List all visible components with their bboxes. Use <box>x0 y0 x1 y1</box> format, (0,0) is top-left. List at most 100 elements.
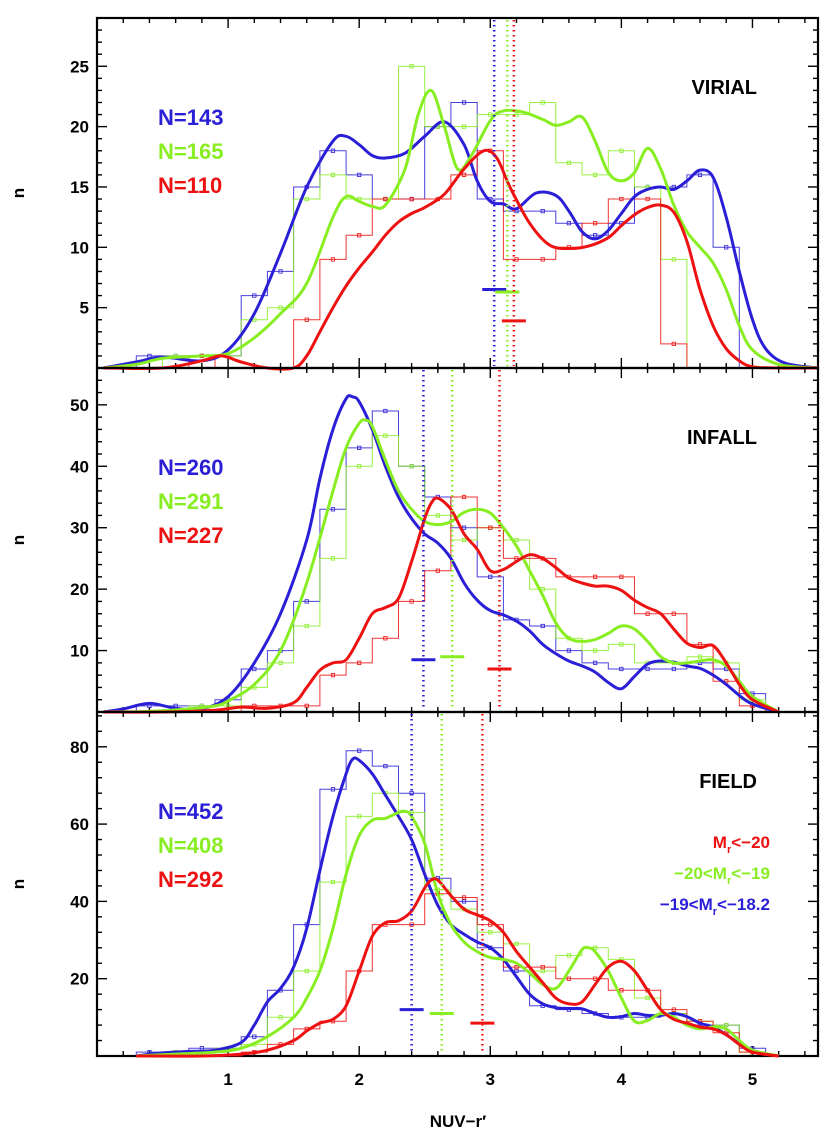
histogram-bin-marker <box>461 895 467 900</box>
histogram-bin-marker <box>252 666 257 672</box>
histogram-bin-marker <box>645 995 650 1001</box>
histogram-bin-marker <box>383 764 388 769</box>
histogram-bin-marker <box>593 574 598 579</box>
histogram-bin-marker <box>357 660 362 665</box>
histogram-bin-marker <box>278 305 283 310</box>
y-tick-label: 5 <box>80 299 89 318</box>
count-label-green: N=291 <box>158 489 223 514</box>
y-axis-label: n <box>9 879 28 889</box>
histogram-bin-marker <box>671 666 676 672</box>
y-axis-label: n <box>9 188 28 198</box>
histogram-bin-marker <box>330 556 336 561</box>
histogram-bin-marker <box>383 408 388 414</box>
histogram-bin-marker <box>330 507 336 512</box>
y-tick-label: 60 <box>70 815 89 834</box>
histogram-bin-marker <box>724 1022 729 1028</box>
histogram-bin-marker <box>383 433 388 438</box>
histogram-bin-marker <box>488 930 493 935</box>
y-tick-label: 20 <box>70 580 89 599</box>
histogram-bin-marker <box>566 160 572 165</box>
histogram-bin-marker <box>461 100 467 105</box>
x-axis-label: NUV−r′ <box>430 1112 487 1131</box>
histogram-bin-marker <box>357 445 362 450</box>
histogram-bin-marker <box>645 611 650 616</box>
histogram-bin-marker <box>566 648 572 653</box>
density-curve-green <box>103 88 819 370</box>
histogram-bin-marker <box>540 968 545 974</box>
histogram-bin-marker <box>619 642 624 647</box>
panels: 5 10 15 20 25 n N=143 N=165 N=110 VIRIAL 10 20 30 40 5… <box>9 16 820 1058</box>
histogram-bin-marker <box>330 148 336 153</box>
histogram-bin-marker <box>514 537 519 543</box>
histogram-bin-marker <box>540 623 545 629</box>
panel-title: FIELD <box>699 771 757 793</box>
histogram-bin-marker <box>645 196 650 202</box>
histogram-bin-marker <box>540 100 545 105</box>
histogram-bin-marker <box>514 112 519 117</box>
histogram-bin-marker <box>593 172 598 177</box>
histogram-bin-marker <box>540 965 545 970</box>
legend-entry-blue: −19<Mr<−18.2 <box>660 895 770 918</box>
histogram-bin-marker <box>304 196 309 202</box>
count-label-red: N=110 <box>158 173 222 198</box>
histogram-bin-marker <box>304 599 309 604</box>
density-curve-green <box>103 418 780 714</box>
histogram-bin-marker <box>593 233 598 238</box>
y-tick-label: 50 <box>70 396 89 415</box>
histogram-bin-marker <box>278 269 283 274</box>
y-tick-label: 20 <box>70 118 89 137</box>
histogram-bin-marker <box>252 1034 257 1039</box>
magnitude-legend: Mr<−20 −20<Mr<−19 −19<Mr<−18.2 <box>660 833 770 918</box>
histogram-bin-marker <box>593 976 598 981</box>
histogram-bin-marker <box>383 636 388 641</box>
histogram-bin-marker <box>540 209 545 214</box>
histogram-red <box>136 496 767 713</box>
y-tick-label: 80 <box>70 738 89 757</box>
density-curve-red <box>103 496 780 714</box>
histogram-bin-marker <box>461 537 467 543</box>
histogram-bin-marker <box>330 257 336 262</box>
histogram-bin-marker <box>645 666 650 672</box>
y-tick-label: 30 <box>70 519 89 538</box>
histogram-bin-marker <box>697 172 703 177</box>
histogram-bin-marker <box>461 899 467 904</box>
histogram-bin-marker <box>593 660 598 665</box>
count-label-blue: N=143 <box>158 105 223 130</box>
histogram-bin-marker <box>409 922 414 927</box>
panel-virial: 5 10 15 20 25 n N=143 N=165 N=110 VIRIAL <box>9 16 820 371</box>
histogram-bin-marker <box>593 648 598 653</box>
count-label-blue: N=452 <box>158 799 223 824</box>
histogram-bin-marker <box>409 599 414 604</box>
density-curve-red <box>136 877 779 1058</box>
histogram-bin-marker <box>671 341 676 346</box>
histogram-bin-marker <box>435 568 440 573</box>
histogram-bin-marker <box>330 172 336 177</box>
panel-field: 20 40 60 80 n N=452 N=408 N=292 FIELD <box>9 710 820 1058</box>
y-axis-label: n <box>9 535 28 545</box>
histogram-blue <box>135 102 766 369</box>
histogram-bin-marker <box>278 1015 283 1020</box>
histogram-bin-marker <box>488 922 493 927</box>
histogram-bin-marker <box>357 172 362 177</box>
panel-title: INFALL <box>687 427 757 449</box>
x-tick-label: 2 <box>354 1070 363 1089</box>
histogram-bin-marker <box>514 965 519 970</box>
histogram-bin-marker <box>357 814 362 819</box>
histogram-bin-marker <box>566 976 572 981</box>
histogram-bin-marker <box>304 968 309 974</box>
histogram-bin-marker <box>488 112 493 117</box>
histogram-bin-marker <box>697 654 703 659</box>
histogram-bin-marker <box>593 221 598 226</box>
histogram-bin-marker <box>330 787 336 792</box>
count-label-blue: N=260 <box>158 455 223 480</box>
histogram-bin-marker <box>671 257 676 262</box>
histogram-bin-marker <box>461 525 467 530</box>
histogram-bin-marker <box>566 221 572 226</box>
x-tick-label: 3 <box>486 1070 495 1089</box>
histogram-red <box>136 893 767 1057</box>
y-tick-label: 40 <box>70 892 89 911</box>
histogram-bin-marker <box>383 196 388 202</box>
count-label-green: N=165 <box>158 139 223 164</box>
legend-entry-green: −20<Mr<−19 <box>674 864 770 887</box>
